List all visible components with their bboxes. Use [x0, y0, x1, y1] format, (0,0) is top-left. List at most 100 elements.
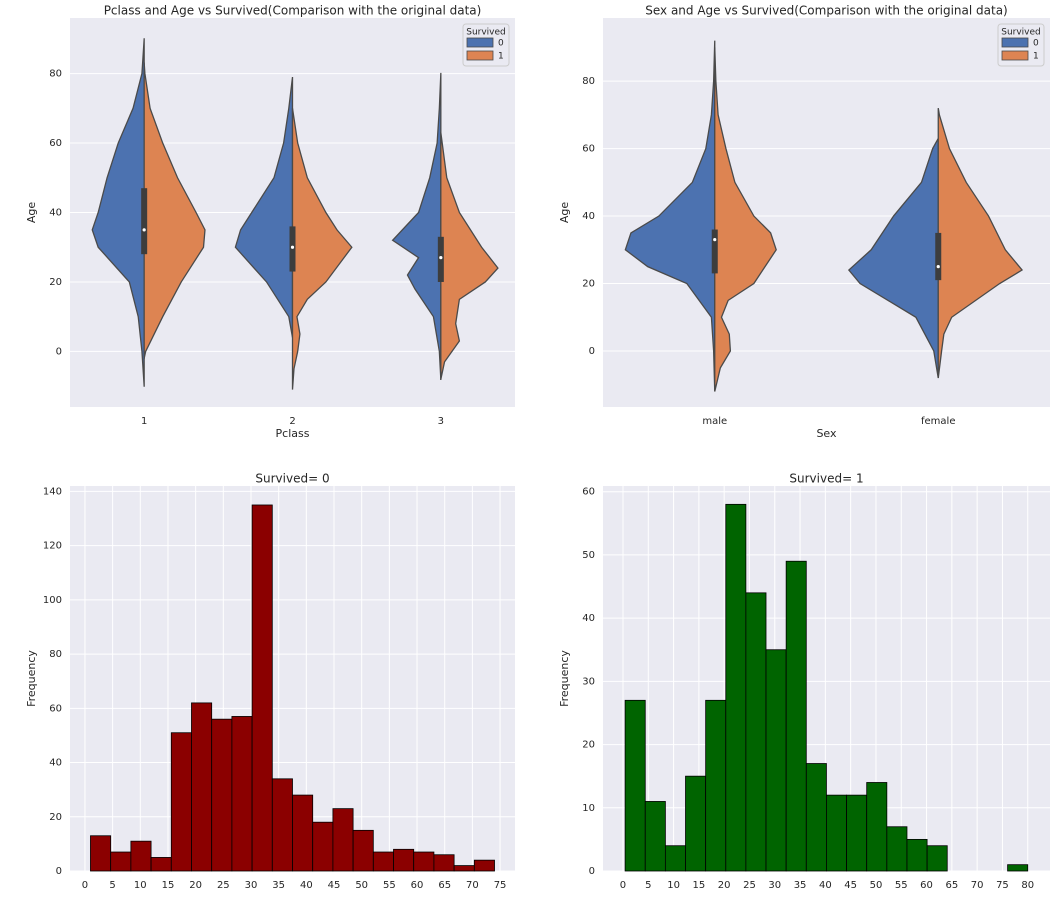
y-tick-label: 40 — [49, 208, 62, 219]
box — [141, 188, 148, 255]
x-tick-label: 70 — [971, 880, 984, 891]
violin-half — [291, 108, 353, 390]
y-tick-label: 20 — [49, 812, 62, 823]
x-tick-label: 10 — [667, 880, 680, 891]
violin-half — [91, 38, 145, 387]
x-tick-label: 55 — [895, 880, 908, 891]
bar — [644, 801, 666, 872]
y-tick-label: 30 — [582, 676, 595, 687]
legend-title: Survived — [466, 28, 506, 38]
bar — [624, 699, 646, 872]
chart-title: Survived= 0 — [255, 472, 329, 486]
y-axis-label: Frequency — [25, 650, 38, 707]
x-tick-label: female — [921, 416, 955, 427]
x-tick-label: 0 — [82, 880, 88, 891]
y-tick-label: 10 — [582, 803, 595, 814]
median — [142, 228, 146, 232]
y-tick-label: 140 — [43, 486, 62, 497]
box — [935, 232, 942, 281]
median — [936, 265, 940, 269]
x-tick-label: 5 — [109, 880, 115, 891]
x-tick-label: 65 — [438, 880, 451, 891]
legend-swatch — [1001, 37, 1029, 48]
x-tick-label: 1 — [141, 416, 147, 427]
y-tick-label: 20 — [582, 740, 595, 751]
x-tick-label: 60 — [411, 880, 424, 891]
y-tick-label: 100 — [43, 595, 62, 606]
y-tick-label: 0 — [56, 866, 62, 877]
bar — [705, 699, 727, 872]
x-tick-label: 20 — [189, 880, 202, 891]
y-axis-label: Age — [558, 202, 571, 224]
x-tick-label: 80 — [1021, 880, 1034, 891]
x-tick-label: 3 — [438, 416, 444, 427]
bar — [292, 794, 314, 872]
legend-swatch — [466, 50, 494, 61]
y-tick-label: 60 — [582, 487, 595, 498]
x-tick-label: 25 — [217, 880, 230, 891]
x-tick-label: 40 — [300, 880, 313, 891]
x-tick-label: 50 — [870, 880, 883, 891]
y-tick-label: 120 — [43, 541, 62, 552]
bar — [90, 835, 112, 872]
y-axis-label: Frequency — [558, 650, 571, 707]
bar — [785, 560, 807, 872]
bar — [231, 716, 253, 872]
x-tick-label: 45 — [844, 880, 857, 891]
bar — [1007, 864, 1029, 872]
chart-title: Survived= 1 — [789, 472, 863, 486]
bar — [725, 503, 747, 872]
bar — [826, 794, 847, 872]
x-tick-label: 65 — [945, 880, 958, 891]
y-tick-label: 40 — [49, 758, 62, 769]
violin-half — [847, 138, 939, 379]
violin-half — [440, 131, 499, 380]
y-tick-label: 50 — [582, 550, 595, 561]
legend-label: 1 — [498, 52, 504, 62]
legend-label: 0 — [1033, 39, 1039, 49]
bar — [433, 854, 455, 872]
x-tick-label: 20 — [718, 880, 731, 891]
x-tick-label: male — [702, 416, 727, 427]
y-tick-label: 40 — [582, 613, 595, 624]
x-tick-label: 40 — [819, 880, 832, 891]
y-tick-label: 0 — [589, 346, 595, 357]
y-tick-label: 60 — [49, 703, 62, 714]
x-tick-label: 15 — [162, 880, 175, 891]
violin-half — [624, 40, 716, 392]
x-axis-label: Sex — [816, 427, 837, 440]
bar — [352, 829, 374, 872]
y-tick-label: 80 — [49, 649, 62, 660]
y-tick-label: 40 — [582, 211, 595, 222]
bar — [150, 857, 172, 872]
bar — [271, 778, 293, 872]
legend-label: 1 — [1033, 52, 1039, 62]
x-tick-label: 75 — [494, 880, 507, 891]
violin-half — [391, 72, 442, 380]
violin-half — [937, 107, 1024, 379]
violin-half — [714, 47, 777, 392]
bar — [866, 782, 888, 872]
x-tick-label: 30 — [768, 880, 781, 891]
median — [290, 245, 295, 249]
bar — [473, 859, 495, 872]
y-tick-label: 20 — [49, 277, 62, 288]
bar — [130, 840, 152, 872]
bar — [805, 763, 827, 872]
box — [437, 236, 444, 282]
x-tick-label: 75 — [996, 880, 1009, 891]
bar — [170, 732, 192, 872]
bar — [846, 794, 868, 872]
x-tick-label: 70 — [466, 880, 479, 891]
bar — [191, 702, 213, 872]
y-tick-label: 0 — [589, 866, 595, 877]
bar — [393, 848, 415, 872]
x-tick-label: 25 — [743, 880, 756, 891]
box — [711, 229, 718, 274]
chart-title: Sex and Age vs Survived(Comparison with … — [645, 4, 1007, 18]
bar — [886, 826, 908, 872]
y-tick-label: 20 — [582, 279, 595, 290]
x-tick-label: 35 — [272, 880, 285, 891]
